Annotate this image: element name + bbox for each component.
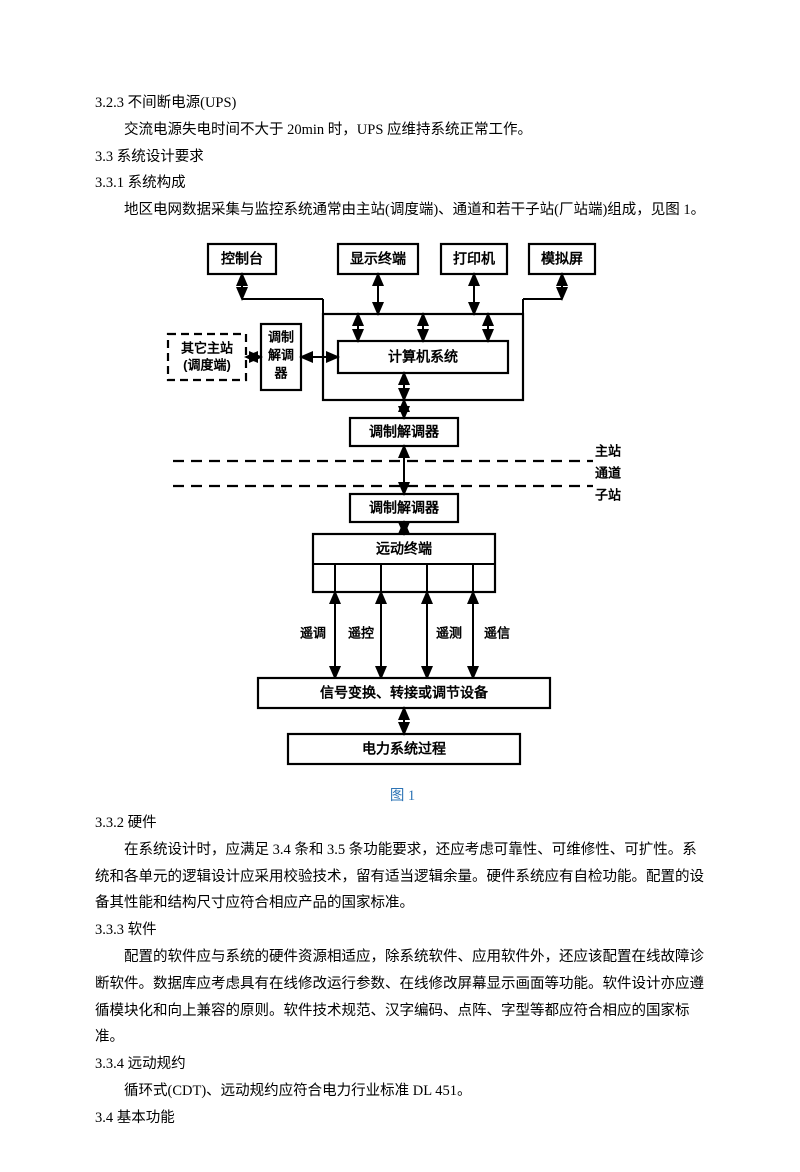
section-3-3-2-body: 在系统设计时，应满足 3.4 条和 3.5 条功能要求，还应考虑可靠性、可维修性… <box>95 837 710 917</box>
signal-4: 遥信 <box>483 626 509 641</box>
section-3-3-1-body: 地区电网数据采集与监控系统通常由主站(调度端)、通道和若干子站(厂站端)组成，见… <box>95 197 710 224</box>
node-computer: 计算机系统 <box>388 349 458 365</box>
node-signal: 信号变换、转接或调节设备 <box>320 685 489 701</box>
node-modem2: 调制解调器 <box>369 424 440 440</box>
section-3-3-2-title: 3.3.2 硬件 <box>95 810 710 837</box>
node-modem1-l2: 解调 <box>266 348 293 363</box>
section-3-4-title: 3.4 基本功能 <box>95 1105 710 1132</box>
node-console: 控制台 <box>221 251 263 267</box>
signal-3: 遥测 <box>435 626 461 641</box>
signal-2: 遥控 <box>347 626 373 641</box>
side-label-channel: 通道 <box>595 466 621 481</box>
signal-1: 遥调 <box>299 626 325 641</box>
node-display: 显示终端 <box>350 251 406 267</box>
node-other-line1: 其它主站 <box>180 341 232 356</box>
section-3-3-4-body: 循环式(CDT)、远动规约应符合电力行业标准 DL 451。 <box>95 1078 710 1105</box>
section-3-2-3-title: 3.2.3 不间断电源(UPS) <box>95 90 710 117</box>
side-label-main: 主站 <box>595 444 621 459</box>
figure-1-caption: 图 1 <box>95 783 710 810</box>
node-process: 电力系统过程 <box>362 741 446 757</box>
node-other-line2: (调度端) <box>183 358 231 373</box>
section-3-3-title: 3.3 系统设计要求 <box>95 144 710 171</box>
node-rtu: 远动终端 <box>376 541 432 557</box>
figure-1-diagram: 控制台 显示终端 打印机 模拟屏 其它主站 (调度端) 调制 解调 器 计算机系… <box>163 234 643 779</box>
node-printer: 打印机 <box>453 251 495 267</box>
section-3-2-3-body: 交流电源失电时间不大于 20min 时，UPS 应维持系统正常工作。 <box>95 117 710 144</box>
side-label-sub: 子站 <box>595 488 621 503</box>
section-3-3-4-title: 3.3.4 远动规约 <box>95 1051 710 1078</box>
section-3-3-1-title: 3.3.1 系统构成 <box>95 170 710 197</box>
node-mimic: 模拟屏 <box>541 251 583 267</box>
section-3-3-3-title: 3.3.3 软件 <box>95 917 710 944</box>
section-3-3-3-body: 配置的软件应与系统的硬件资源相适应，除系统软件、应用软件外，还应该配置在线故障诊… <box>95 944 710 1051</box>
node-modem1-l3: 器 <box>273 366 288 381</box>
node-modem1-l1: 调制 <box>267 330 293 345</box>
node-modem3: 调制解调器 <box>369 500 440 516</box>
